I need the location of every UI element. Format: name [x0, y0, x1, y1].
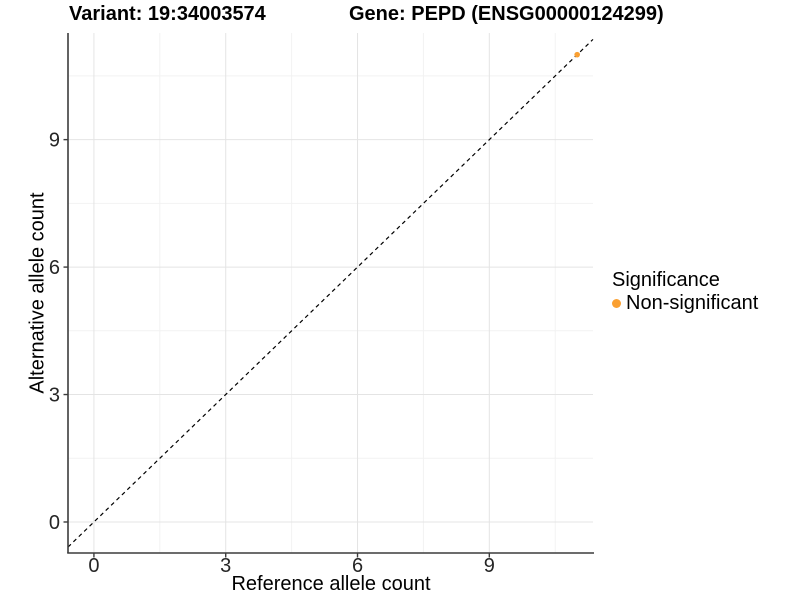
- y-tick-labels: 0 3 6 9: [49, 130, 60, 534]
- data-point-non-significant: [574, 51, 580, 58]
- plot-title-gene: Gene: PEPD (ENSG00000124299): [349, 3, 664, 25]
- axis-lines: [67, 33, 594, 554]
- grid-major: [68, 33, 593, 553]
- svg-text:6: 6: [352, 555, 363, 577]
- svg-text:0: 0: [49, 512, 60, 534]
- identity-line: [67, 38, 594, 548]
- svg-text:6: 6: [49, 257, 60, 279]
- svg-text:3: 3: [220, 555, 231, 577]
- svg-text:9: 9: [49, 130, 60, 152]
- axis-ticks: [63, 138, 491, 558]
- legend: Significance Non-significant: [612, 269, 758, 314]
- svg-text:3: 3: [49, 385, 60, 407]
- legend-point-swatch: [612, 298, 621, 308]
- x-tick-labels: 0 3 6 9: [88, 555, 495, 577]
- svg-text:9: 9: [484, 555, 495, 577]
- y-axis-title: Alternative allele count: [26, 192, 49, 394]
- plot-title-variant: Variant: 19:34003574: [69, 3, 266, 25]
- svg-text:0: 0: [88, 555, 99, 577]
- legend-item-label: Non-significant: [626, 292, 759, 314]
- grid-minor: [68, 33, 593, 553]
- x-axis-title: Reference allele count: [231, 573, 431, 595]
- legend-title: Significance: [612, 269, 720, 291]
- legend-item-non-significant: Non-significant: [612, 292, 758, 314]
